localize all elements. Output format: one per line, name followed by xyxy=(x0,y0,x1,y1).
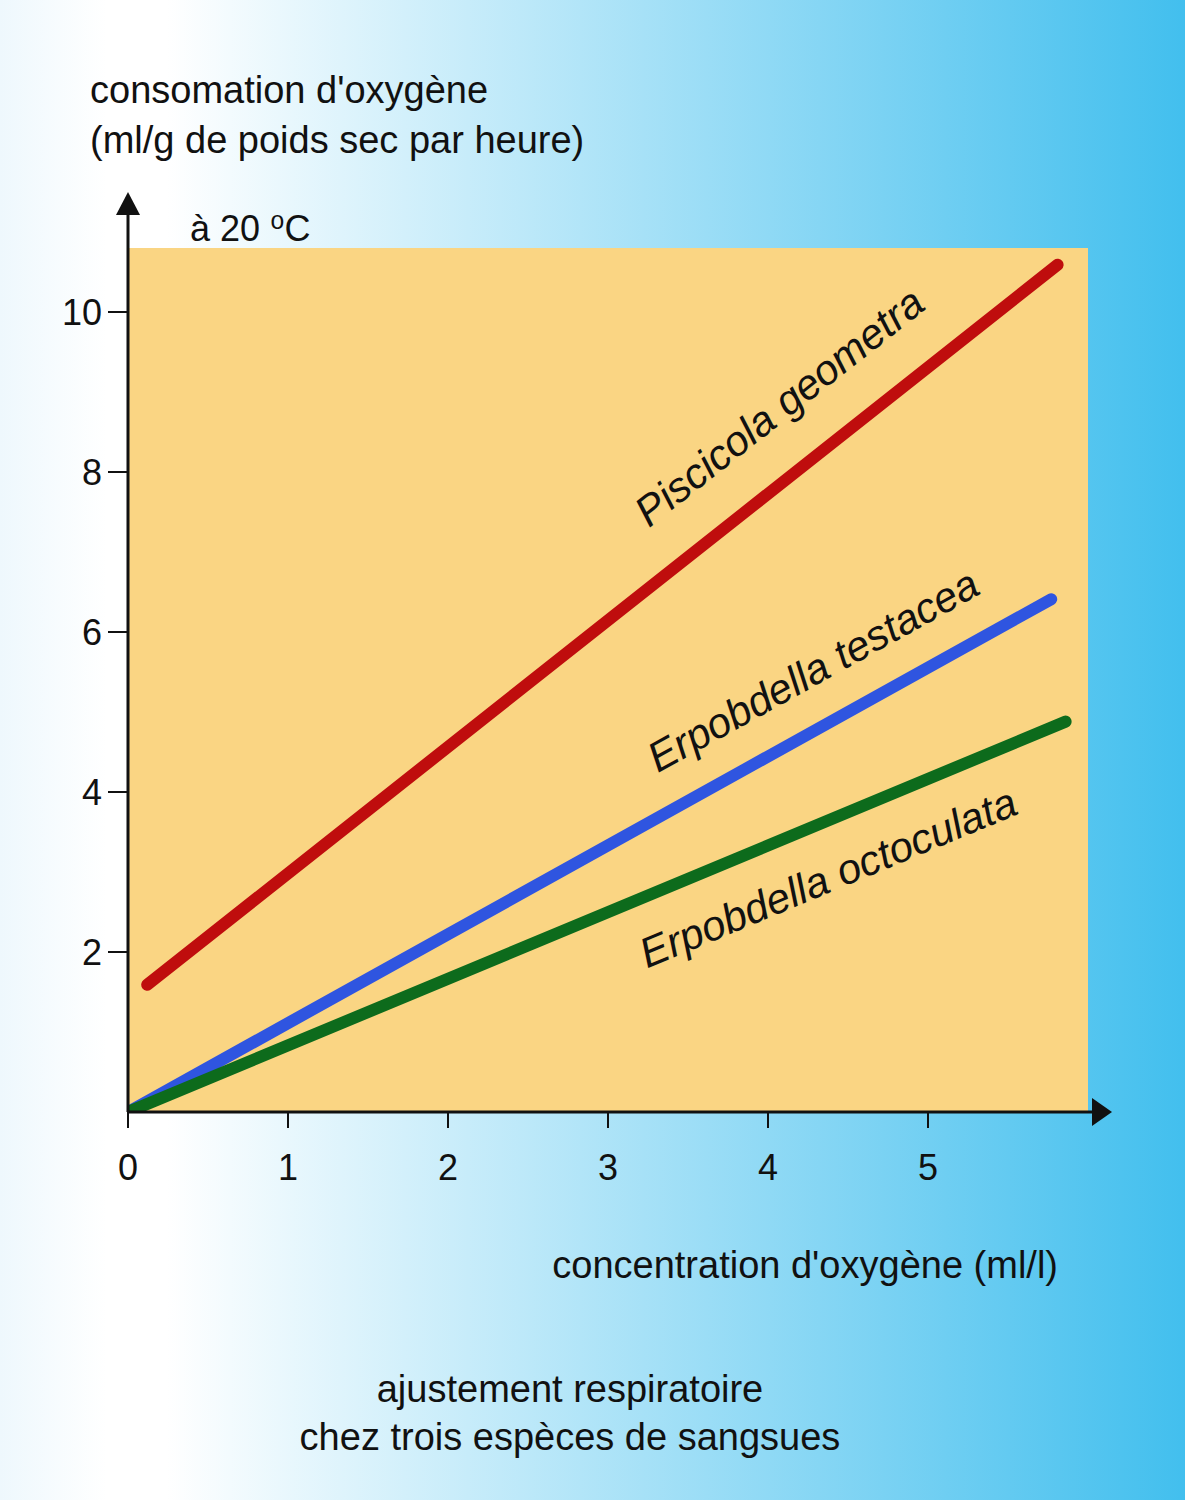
svg-text:chez trois espèces de sangsues: chez trois espèces de sangsues xyxy=(300,1416,841,1458)
svg-text:0: 0 xyxy=(118,1147,138,1188)
svg-text:2: 2 xyxy=(438,1147,458,1188)
svg-text:ajustement respiratoire: ajustement respiratoire xyxy=(377,1368,764,1410)
svg-text:à 20 ⁰C: à 20 ⁰C xyxy=(190,208,311,249)
svg-text:10: 10 xyxy=(62,292,102,333)
svg-text:1: 1 xyxy=(278,1147,298,1188)
svg-text:4: 4 xyxy=(82,772,102,813)
svg-text:Piscicola geometra: Piscicola geometra xyxy=(625,278,932,535)
svg-text:5: 5 xyxy=(918,1147,938,1188)
svg-text:4: 4 xyxy=(758,1147,778,1188)
svg-text:2: 2 xyxy=(82,932,102,973)
svg-text:6: 6 xyxy=(82,612,102,653)
svg-text:consomation d'oxygène: consomation d'oxygène xyxy=(90,69,488,111)
svg-text:3: 3 xyxy=(598,1147,618,1188)
svg-text:(ml/g de poids sec par heure): (ml/g de poids sec par heure) xyxy=(90,119,584,161)
svg-text:8: 8 xyxy=(82,452,102,493)
svg-text:Erpobdella octoculata: Erpobdella octoculata xyxy=(632,778,1023,977)
svg-text:concentration d'oxygène (ml/l): concentration d'oxygène (ml/l) xyxy=(552,1244,1058,1286)
svg-text:Erpobdella testacea: Erpobdella testacea xyxy=(639,560,986,781)
